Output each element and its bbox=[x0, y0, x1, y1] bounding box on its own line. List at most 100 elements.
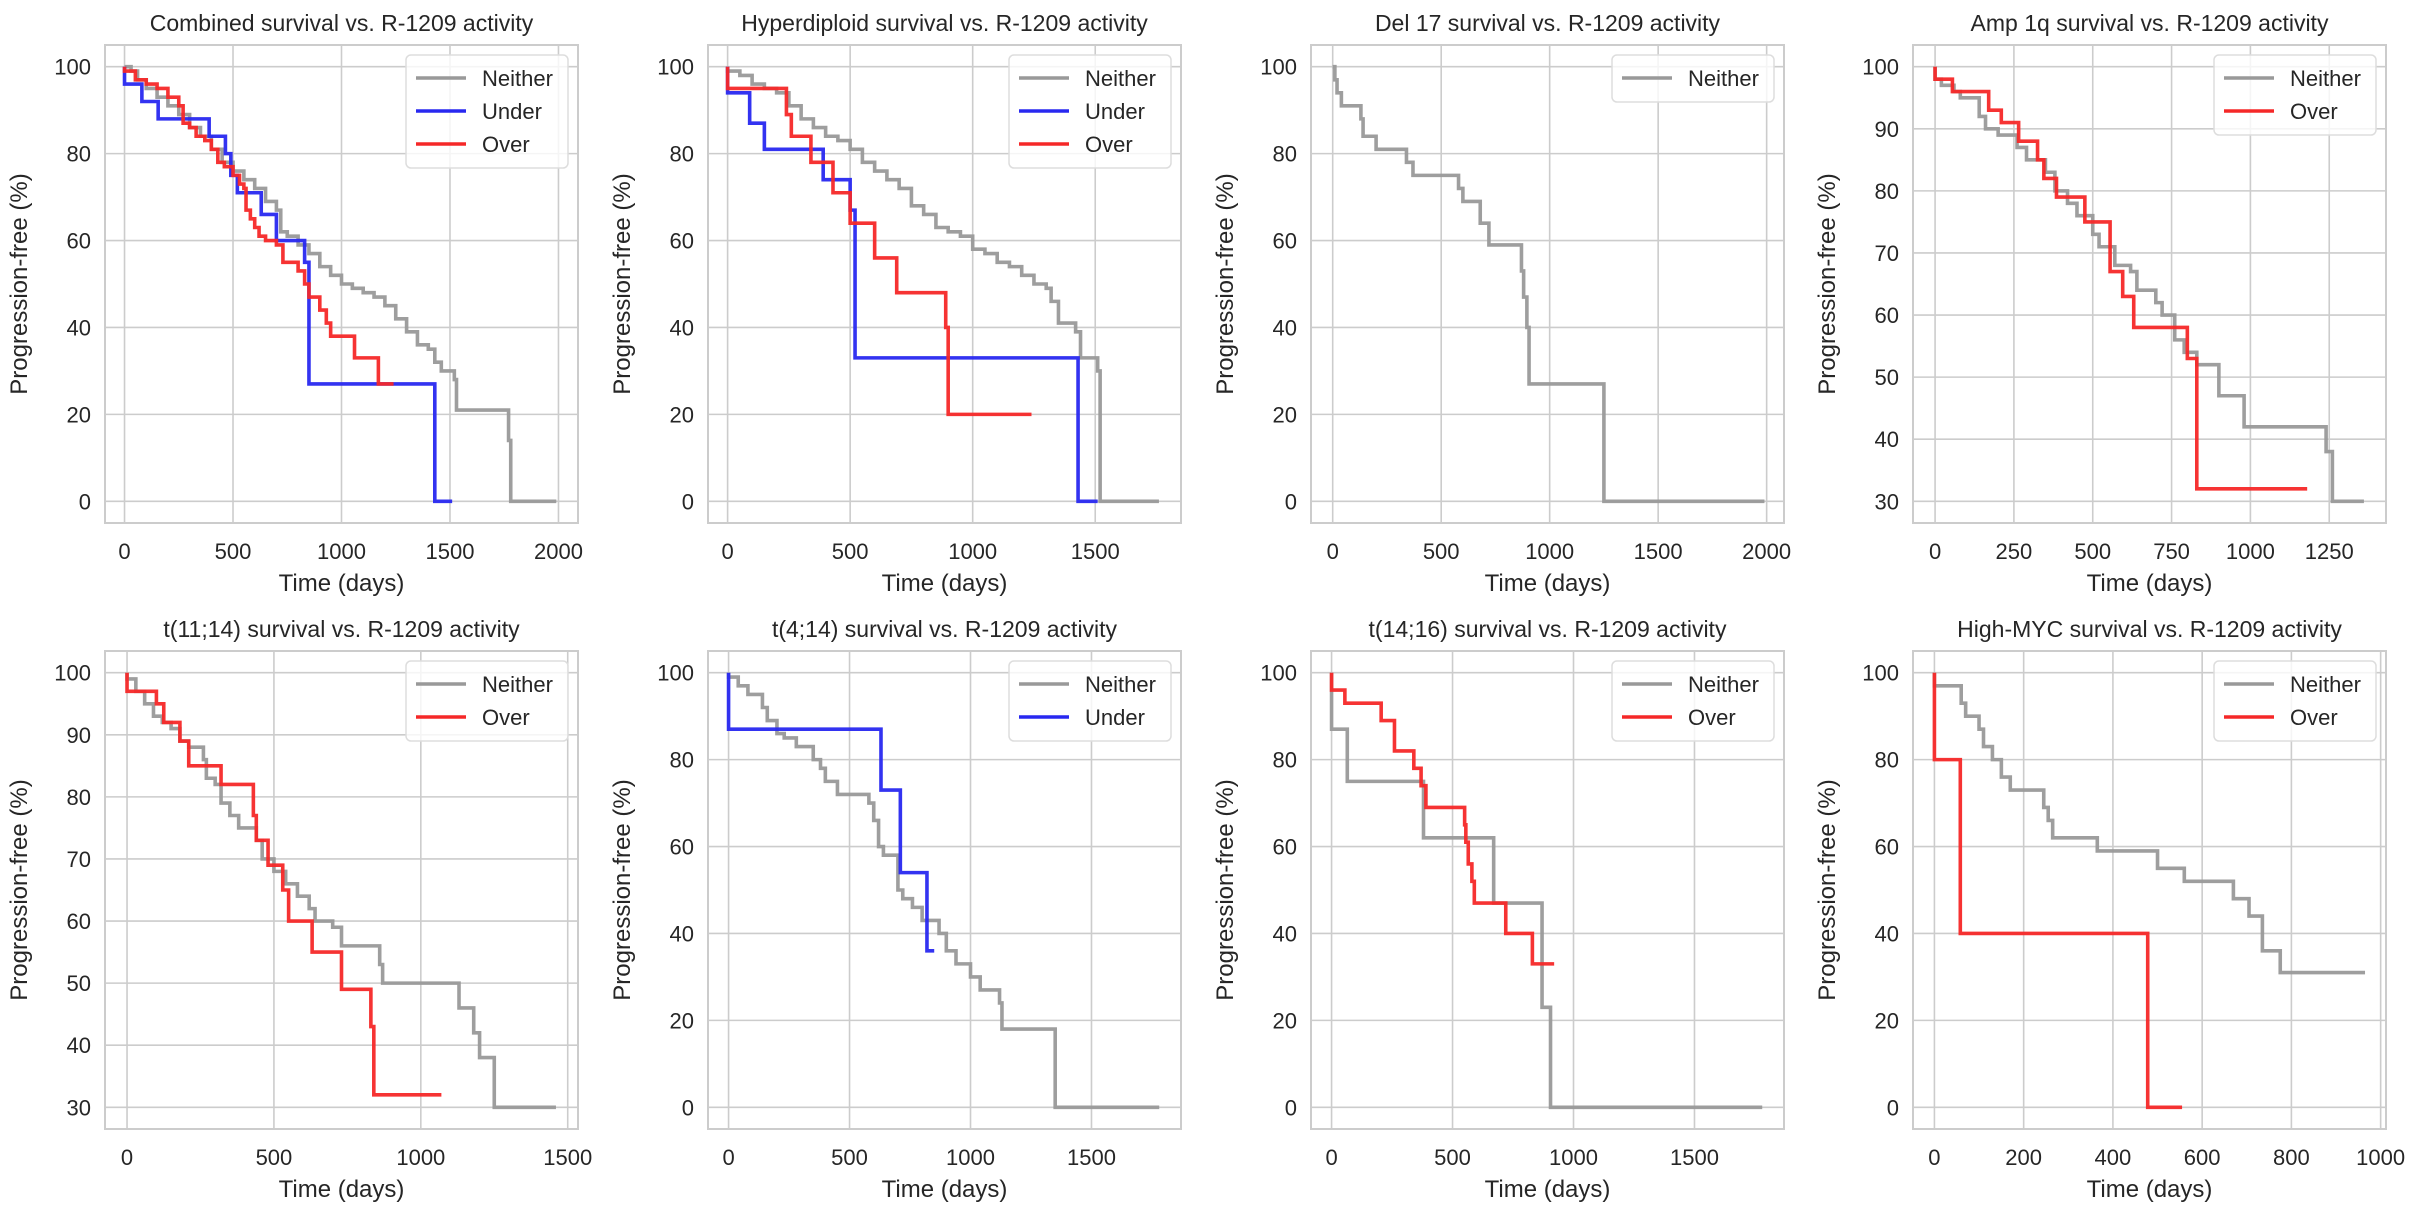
series-line-over bbox=[725, 66, 1032, 417]
y-tick-label: 20 bbox=[67, 402, 91, 427]
x-tick-label: 0 bbox=[721, 539, 733, 564]
series-line-over bbox=[1933, 66, 2308, 491]
axes-frame bbox=[1310, 44, 1785, 524]
y-tick-label: 60 bbox=[670, 835, 694, 860]
x-tick-label: 0 bbox=[722, 1145, 734, 1170]
x-axis-label: Time (days) bbox=[1485, 570, 1611, 597]
x-tick-label: 1000 bbox=[396, 1145, 445, 1170]
legend-label-neither: Neither bbox=[1688, 672, 1759, 697]
y-tick-label: 20 bbox=[1273, 402, 1297, 427]
y-tick-label: 40 bbox=[1273, 315, 1297, 340]
axes-frame bbox=[1310, 650, 1785, 1130]
x-tick-label: 500 bbox=[1434, 1145, 1471, 1170]
y-tick-label: 0 bbox=[1887, 1095, 1899, 1120]
y-tick-label: 40 bbox=[67, 1033, 91, 1058]
y-tick-label: 100 bbox=[54, 55, 91, 80]
y-axis-label: Progression-free (%) bbox=[609, 779, 636, 1000]
legend-label-over: Over bbox=[482, 705, 530, 730]
x-tick-label: 0 bbox=[1928, 1145, 1940, 1170]
x-tick-label: 1500 bbox=[1071, 539, 1120, 564]
legend: Neither Under Over bbox=[405, 54, 569, 169]
legend-label-over: Over bbox=[2290, 705, 2338, 730]
legend-label-neither: Neither bbox=[2290, 66, 2361, 91]
chart-title: t(14;16) survival vs. R-1209 activity bbox=[1369, 616, 1727, 642]
x-tick-label: 0 bbox=[1325, 1145, 1337, 1170]
y-tick-label: 40 bbox=[670, 921, 694, 946]
y-tick-label: 100 bbox=[1862, 661, 1899, 686]
axes-frame bbox=[104, 44, 579, 524]
y-axis-label: Progression-free (%) bbox=[6, 173, 33, 394]
legend-label-neither: Neither bbox=[1688, 66, 1759, 91]
x-axis-label: Time (days) bbox=[882, 1176, 1008, 1203]
chart-panel-8: 0 200 400 600 800 1000 0 20 40 60 80 100 High-MYC su… bbox=[1814, 616, 2405, 1203]
chart-panel-1: 0 500 1000 1500 2000 0 20 40 60 80 100 Combined sur… bbox=[6, 10, 583, 597]
x-tick-label: 500 bbox=[832, 539, 869, 564]
y-tick-label: 60 bbox=[1273, 229, 1297, 254]
y-tick-label: 80 bbox=[1875, 748, 1899, 773]
chart-title: Amp 1q survival vs. R-1209 activity bbox=[1971, 10, 2329, 36]
x-axis-label: Time (days) bbox=[1485, 1176, 1611, 1203]
x-tick-label: 800 bbox=[2273, 1145, 2310, 1170]
y-axis-label: Progression-free (%) bbox=[1212, 173, 1239, 394]
x-tick-label: 1500 bbox=[1670, 1145, 1719, 1170]
y-tick-label: 90 bbox=[67, 723, 91, 748]
y-tick-label: 60 bbox=[1273, 835, 1297, 860]
x-tick-label: 1500 bbox=[1634, 539, 1683, 564]
x-tick-label: 500 bbox=[831, 1145, 868, 1170]
legend-label-under: Under bbox=[1085, 705, 1145, 730]
legend-box bbox=[405, 660, 569, 742]
chart-panel-7: 0 500 1000 1500 0 20 40 60 80 100 t(14;16) surviva… bbox=[1212, 616, 1785, 1203]
y-axis-label: Progression-free (%) bbox=[1212, 779, 1239, 1000]
y-tick-label: 100 bbox=[1862, 55, 1899, 80]
y-axis-label: Progression-free (%) bbox=[6, 779, 33, 1000]
x-tick-label: 0 bbox=[121, 1145, 133, 1170]
x-axis-label: Time (days) bbox=[2087, 1176, 2213, 1203]
legend: Neither Over bbox=[405, 660, 569, 742]
y-tick-label: 60 bbox=[67, 229, 91, 254]
legend-box bbox=[405, 54, 569, 169]
legend-label-over: Over bbox=[482, 132, 530, 157]
series-line-neither bbox=[726, 672, 1160, 1110]
x-tick-label: 1000 bbox=[946, 1145, 995, 1170]
legend-box bbox=[1008, 54, 1172, 169]
legend: Neither Under bbox=[1008, 660, 1172, 742]
y-tick-label: 20 bbox=[670, 402, 694, 427]
x-tick-label: 0 bbox=[1929, 539, 1941, 564]
x-tick-label: 0 bbox=[118, 539, 130, 564]
axes-frame bbox=[707, 650, 1182, 1130]
series-line-over bbox=[122, 66, 394, 386]
y-tick-label: 70 bbox=[1875, 241, 1899, 266]
series-line-under bbox=[122, 66, 453, 504]
x-tick-label: 500 bbox=[256, 1145, 293, 1170]
y-tick-label: 100 bbox=[657, 661, 694, 686]
y-tick-label: 20 bbox=[1273, 1008, 1297, 1033]
series-line-under bbox=[725, 66, 1098, 504]
y-tick-label: 80 bbox=[67, 142, 91, 167]
y-tick-label: 0 bbox=[682, 489, 694, 514]
y-tick-label: 0 bbox=[79, 489, 91, 514]
legend-label-neither: Neither bbox=[482, 672, 553, 697]
y-tick-label: 30 bbox=[1875, 489, 1899, 514]
legend-label-neither: Neither bbox=[1085, 672, 1156, 697]
legend-label-neither: Neither bbox=[482, 66, 553, 91]
chart-title: Hyperdiploid survival vs. R-1209 activit… bbox=[741, 10, 1148, 36]
axes-frame bbox=[707, 44, 1182, 524]
x-axis-label: Time (days) bbox=[279, 1176, 405, 1203]
series-line-neither bbox=[1933, 66, 2364, 504]
x-tick-label: 1000 bbox=[948, 539, 997, 564]
axes-frame bbox=[1912, 650, 2387, 1130]
y-tick-label: 0 bbox=[1285, 1095, 1297, 1120]
y-tick-label: 40 bbox=[67, 315, 91, 340]
axes-frame bbox=[104, 650, 579, 1130]
series-line-over bbox=[1329, 672, 1555, 966]
legend-label-neither: Neither bbox=[2290, 672, 2361, 697]
legend-box bbox=[1611, 660, 1775, 742]
chart-title: Combined survival vs. R-1209 activity bbox=[150, 10, 534, 36]
chart-panel-3: 0 500 1000 1500 2000 0 20 40 60 80 100 Del 17 survi… bbox=[1212, 10, 1791, 597]
x-tick-label: 2000 bbox=[1742, 539, 1791, 564]
x-tick-label: 200 bbox=[2005, 1145, 2042, 1170]
y-tick-label: 100 bbox=[54, 661, 91, 686]
x-tick-label: 600 bbox=[2184, 1145, 2221, 1170]
x-tick-label: 500 bbox=[1423, 539, 1460, 564]
